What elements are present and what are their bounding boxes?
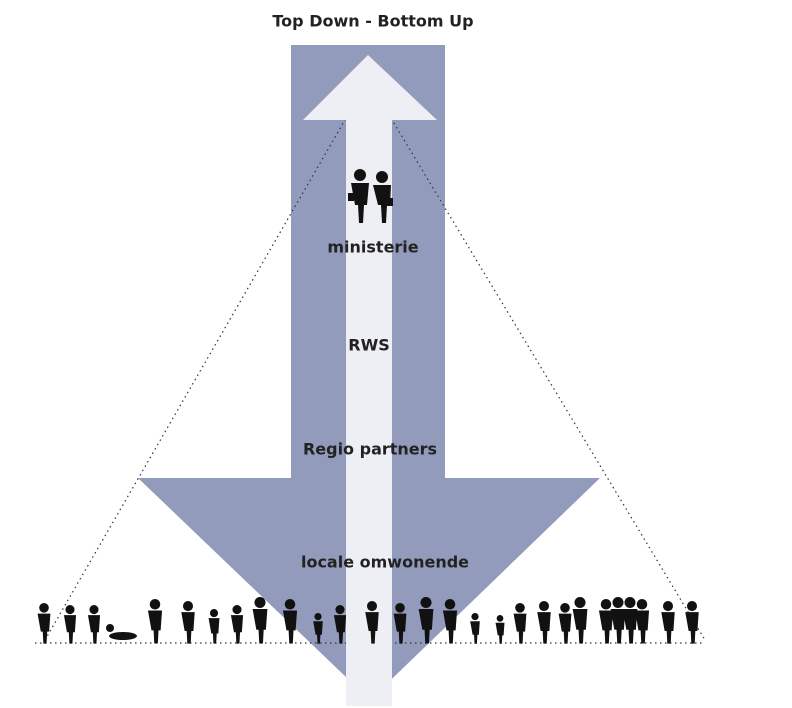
page: Top Down - Bottom Up ministerie RWS Regi… [0, 0, 792, 708]
silhouette-part [210, 609, 218, 617]
silhouette-part [285, 599, 296, 610]
silhouette-part [663, 601, 673, 611]
silhouette-part [685, 612, 698, 644]
silhouette-part [661, 612, 674, 644]
silhouette-part [148, 611, 162, 644]
silhouette-part [623, 609, 638, 644]
silhouette-part [574, 597, 585, 608]
silhouette-part [497, 615, 504, 622]
level-label: RWS [348, 336, 390, 355]
silhouette-part [106, 624, 114, 632]
silhouette-part [601, 599, 612, 610]
silhouette-part [611, 609, 626, 644]
silhouette-part [314, 613, 321, 620]
silhouette-part [232, 605, 241, 614]
silhouette-part [209, 618, 220, 644]
silhouette-part [38, 614, 51, 644]
silhouette-part [560, 603, 570, 613]
silhouette-part [514, 614, 527, 644]
silhouette-part [599, 611, 613, 644]
silhouette-part [637, 599, 648, 610]
silhouette-part [109, 632, 137, 640]
level-label: locale omwonende [301, 553, 469, 572]
silhouette-part [635, 611, 649, 644]
level-label: Regio partners [303, 440, 437, 459]
silhouette-part [471, 613, 478, 620]
silhouette-part [65, 605, 74, 614]
silhouette-part [470, 621, 480, 644]
silhouette-part [612, 597, 623, 608]
silhouette-part [559, 614, 572, 644]
silhouette-part [283, 611, 297, 644]
silhouette-part [150, 599, 161, 610]
silhouette-part [687, 601, 697, 611]
silhouette-part [181, 612, 194, 644]
silhouette-part [254, 597, 265, 608]
silhouette-part [231, 615, 243, 644]
silhouette-part [89, 605, 98, 614]
silhouette-part [88, 615, 100, 644]
silhouette-part [496, 623, 505, 644]
silhouette-part [515, 603, 525, 613]
silhouette-part [624, 597, 635, 608]
title: Top Down - Bottom Up [272, 12, 473, 31]
silhouette-part [420, 597, 431, 608]
silhouette-part [183, 601, 193, 611]
silhouette-part [395, 603, 405, 613]
level-label: ministerie [327, 238, 418, 257]
silhouette-part [445, 599, 456, 610]
silhouette-part [539, 601, 549, 611]
silhouette-part [335, 605, 344, 614]
silhouette-part [537, 612, 550, 644]
diagram: Top Down - Bottom Up ministerie RWS Regi… [0, 0, 792, 708]
silhouette-part [253, 609, 268, 644]
silhouette-part [64, 615, 76, 644]
silhouette-part [573, 609, 588, 644]
silhouette-part [39, 603, 49, 613]
silhouette-part [367, 601, 377, 611]
